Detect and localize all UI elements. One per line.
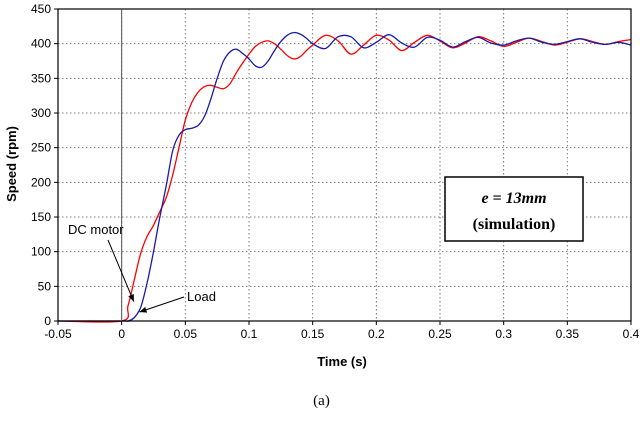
grid: [58, 9, 631, 321]
y-tick-label-6: 300: [31, 106, 51, 120]
plot-frame: [57, 8, 632, 322]
parameter-box-line2: (simulation): [473, 216, 556, 233]
dc-motor-label: DC motor: [68, 222, 124, 237]
x-tick-label-6: 0.25: [428, 327, 452, 341]
dc-motor-annotation: DC motor: [68, 222, 135, 302]
load-label: Load: [187, 289, 216, 304]
x-tick-label-9: 0.4: [623, 327, 640, 341]
load-arrow: [139, 296, 185, 313]
y-tick-label-3: 150: [31, 210, 51, 224]
axes: -0.05 0 0.05 0.1 0.15 0.2 0.25 0.3 0.35 0.4050100…: [31, 2, 640, 341]
y-tick-label-1: 50: [38, 279, 52, 293]
x-tick-label-1: 0: [118, 327, 125, 341]
x-tick-label-5: 0.2: [368, 327, 385, 341]
y-tick-label-0: 0: [44, 314, 51, 328]
parameter-box-frame: [444, 176, 584, 242]
load-annotation: Load: [139, 289, 216, 313]
x-axis-title: Time (s): [317, 354, 367, 369]
x-tick-label-8: 0.35: [556, 327, 580, 341]
y-tick-label-2: 100: [31, 245, 51, 259]
series-line-dc-motor: [57, 34, 632, 323]
parameter-box-line1: e = 13mm: [481, 190, 546, 207]
y-tick-label-8: 400: [31, 37, 51, 51]
y-axis-title: Speed (rpm): [4, 126, 19, 202]
x-tick-label-2: 0.05: [174, 327, 198, 341]
parameter-box: e = 13mm (simulation): [444, 176, 584, 242]
series-line-load: [58, 31, 632, 322]
x-tick-label-0: -0.05: [44, 327, 72, 341]
load-arrowhead: [139, 306, 148, 313]
y-tick-label-9: 450: [31, 2, 51, 16]
y-tick-label-4: 200: [31, 175, 51, 189]
x-tick-label-3: 0.1: [241, 327, 258, 341]
dc-motor-arrowhead: [128, 294, 134, 302]
series-lines: [57, 31, 632, 323]
y-tick-label-5: 250: [31, 141, 51, 155]
x-tick-label-4: 0.15: [301, 327, 325, 341]
figure-caption: (a): [313, 393, 330, 409]
y-tick-label-7: 350: [31, 71, 51, 85]
x-tick-label-7: 0.3: [495, 327, 512, 341]
speed-time-chart: -0.05 0 0.05 0.1 0.15 0.2 0.25 0.3 0.35 0.4050100…: [4, 2, 640, 369]
dc-motor-arrow: [107, 239, 135, 302]
